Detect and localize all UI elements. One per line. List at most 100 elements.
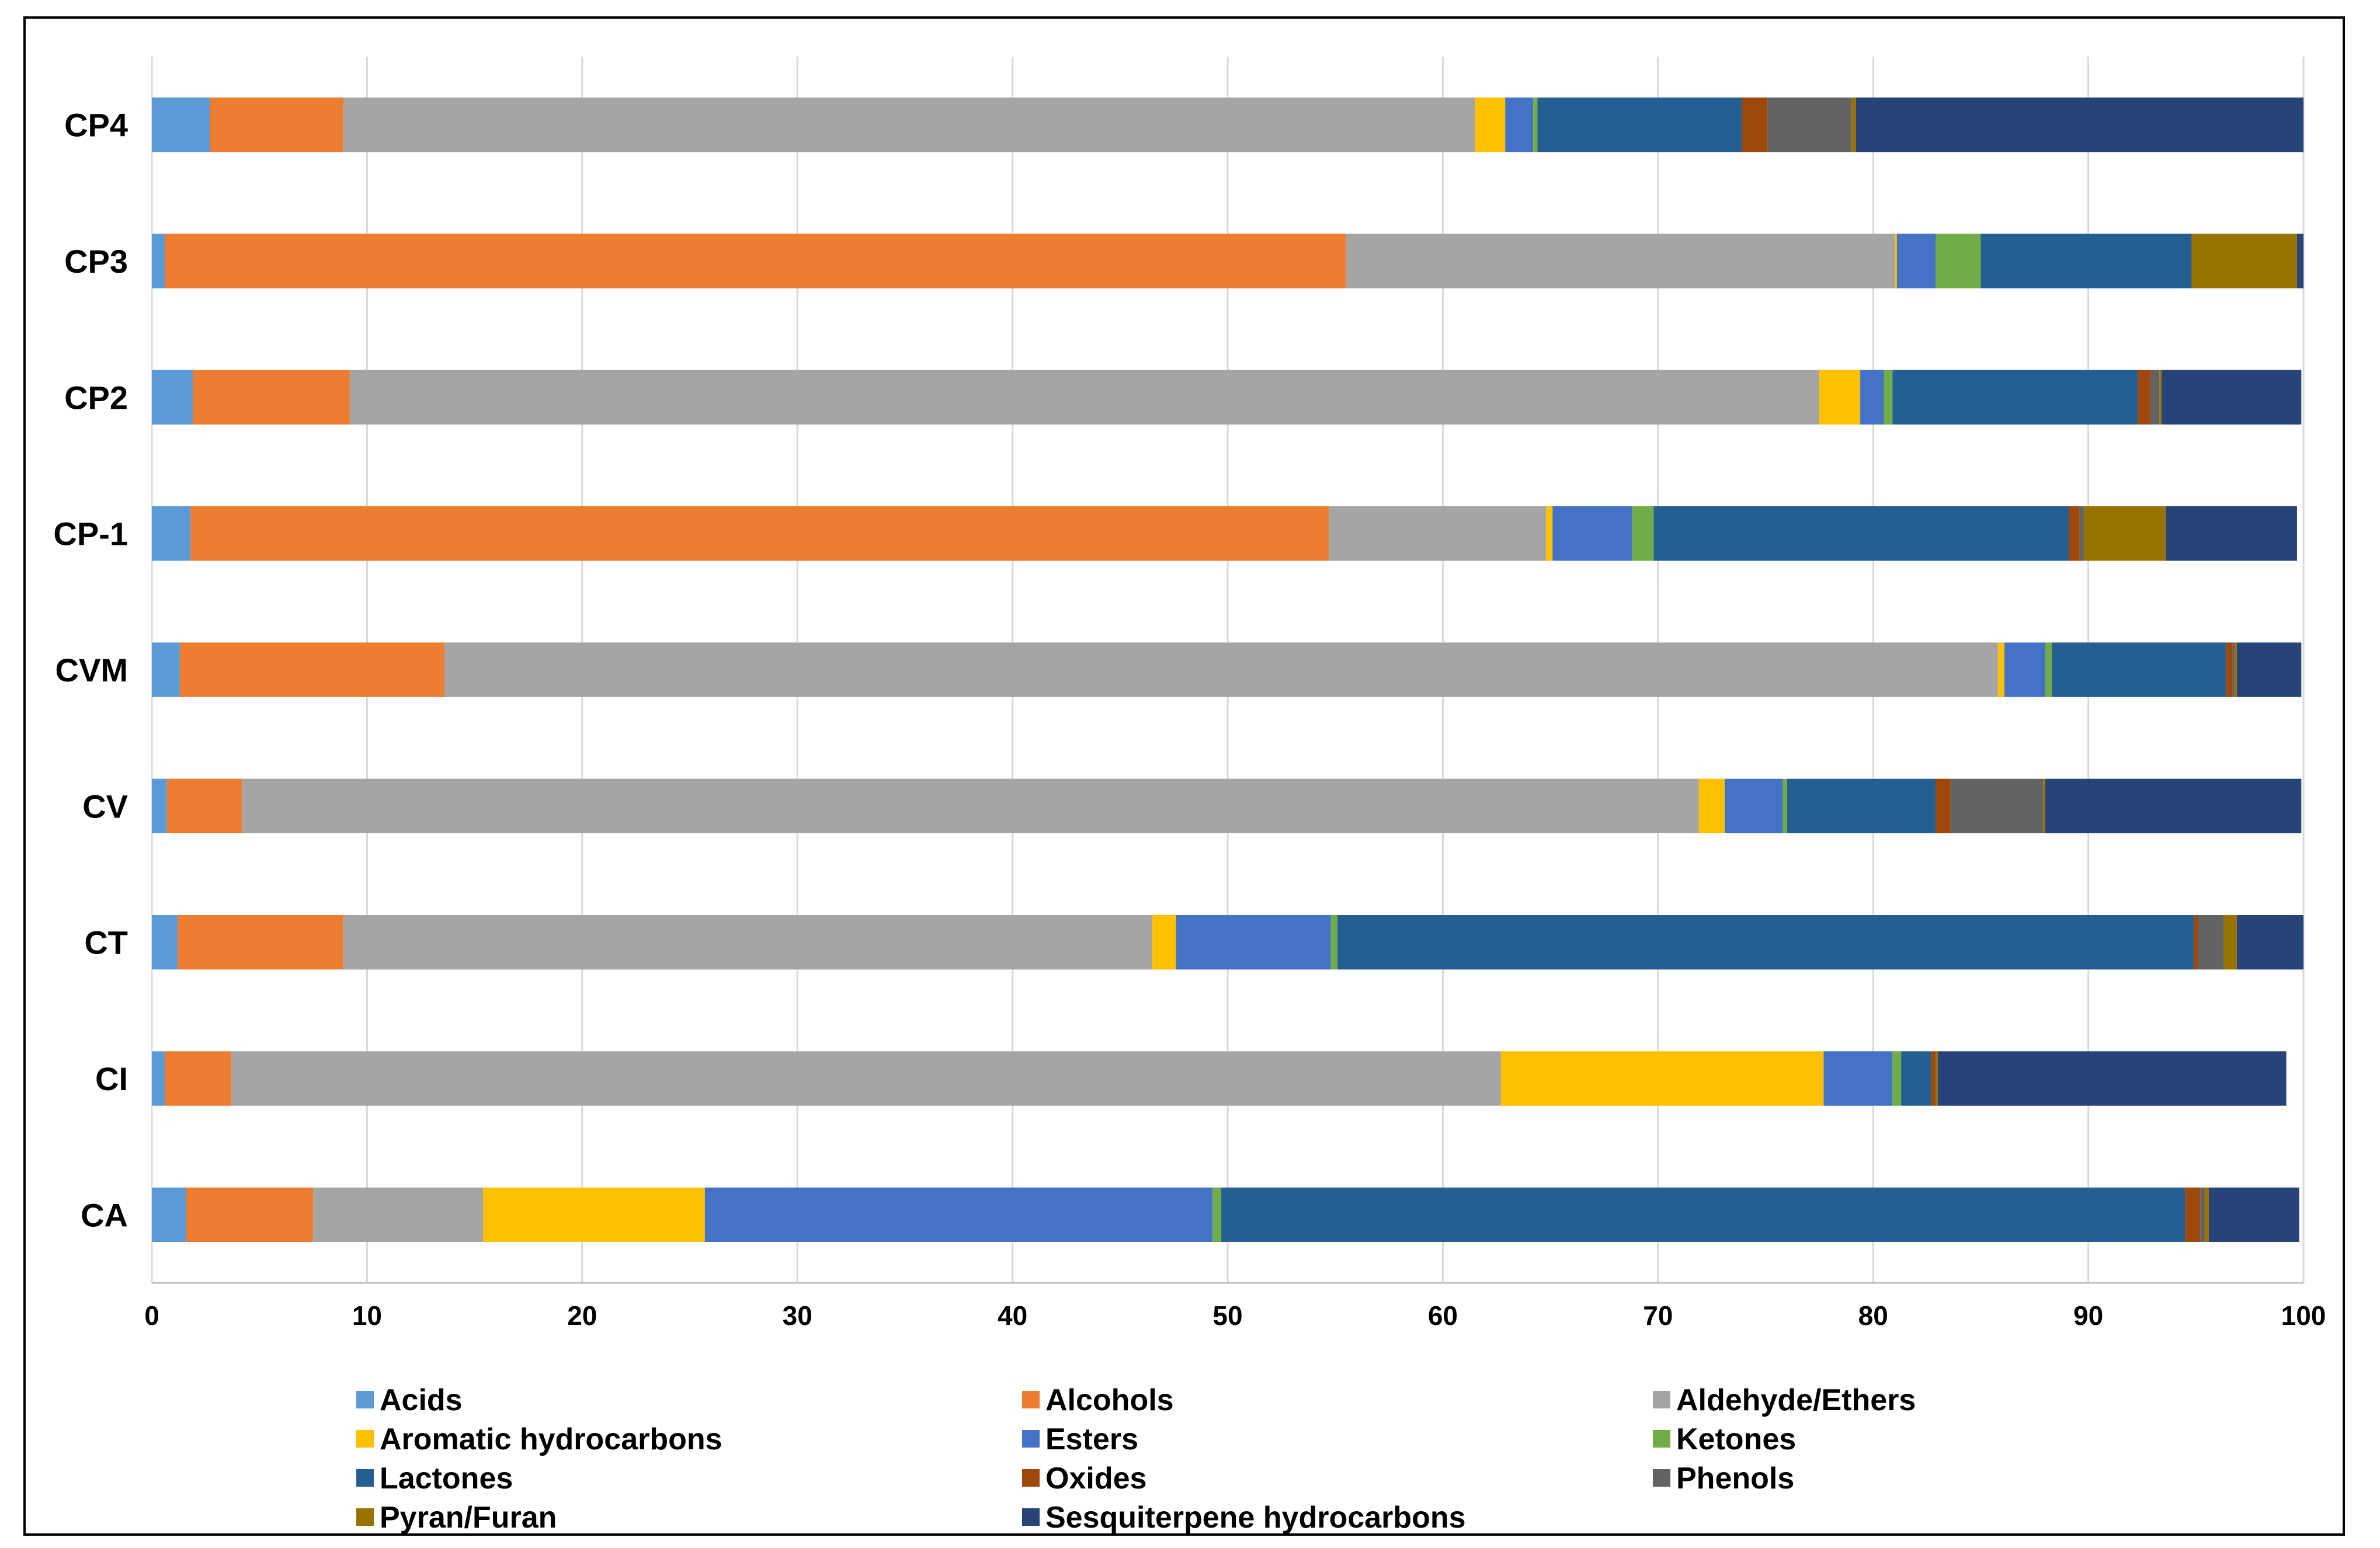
- bar-segment-cp3-sesquiterpene-hydrocarbons: [2296, 234, 2303, 288]
- bar-segment-cp2-acids: [152, 370, 193, 425]
- bar-segment-cp4-aldehyde-ethers: [343, 98, 1475, 152]
- bar-segment-ci-alcohols: [165, 1051, 232, 1106]
- legend-swatch-esters: [1022, 1430, 1040, 1448]
- bar-segment-cvm-oxides: [2226, 642, 2233, 697]
- bar-segment-ci-aromatic-hydrocarbons: [1500, 1051, 1824, 1106]
- bar-segment-cp-1-pyran-furan: [2084, 506, 2166, 561]
- legend-swatch-phenols: [1653, 1469, 1670, 1487]
- bar-segment-cp2-lactones: [1892, 370, 2138, 425]
- category-label-cp2: CP2: [64, 379, 128, 416]
- bar-segment-cp3-alcohols: [165, 234, 1346, 288]
- bar-segment-cp4-pyran-furan: [1851, 98, 1856, 152]
- bar-segment-cvm-phenols: [2232, 642, 2235, 697]
- bar-segment-ct-lactones: [1337, 915, 2194, 970]
- bar-segment-cp4-sesquiterpene-hydrocarbons: [1856, 98, 2303, 152]
- bar-segment-ct-acids: [152, 915, 178, 970]
- legend-label-aromatic-hydrocarbons: Aromatic hydrocarbons: [380, 1422, 722, 1456]
- bar-segment-cp3-acids: [152, 234, 165, 288]
- category-label-cv: CV: [82, 788, 128, 825]
- bar-segment-cp4-phenols: [1767, 98, 1852, 152]
- bar-segment-cp-1-esters: [1552, 506, 1632, 561]
- x-tick-label-80: 80: [1858, 1300, 1888, 1331]
- legend-swatch-acids: [356, 1391, 374, 1408]
- legend-label-phenols: Phenols: [1676, 1462, 1794, 1495]
- chart-frame: 0 10 20 30 40 50 60 70 80 90 100 CP4 CP3 CP2 CP-1 CVM CV…: [23, 16, 2345, 1536]
- bar-segment-cp4-lactones: [1537, 98, 1742, 152]
- bar-segment-ca-pyran-furan: [2204, 1187, 2209, 1242]
- bar-segment-cp2-pyran-furan: [2159, 370, 2162, 425]
- bar-segment-cvm-alcohols: [179, 642, 445, 697]
- bar-segment-cp-1-ketones: [1632, 506, 1654, 561]
- bar-segment-ct-pyran-furan: [2223, 915, 2237, 970]
- bar-segment-cvm-aromatic-hydrocarbons: [1997, 642, 2004, 697]
- legend-label-aldehyde-ethers: Aldehyde/Ethers: [1676, 1383, 1916, 1417]
- bar-segment-cv-aldehyde-ethers: [242, 778, 1699, 833]
- category-label-ca: CA: [81, 1196, 128, 1233]
- bar-segment-ci-lactones: [1901, 1051, 1931, 1106]
- bar-segment-cp4-oxides: [1742, 98, 1768, 152]
- bar-segment-cvm-ketones: [2045, 642, 2052, 697]
- x-tick-label-100: 100: [2281, 1300, 2326, 1331]
- bar-segment-cp2-phenols: [2150, 370, 2160, 425]
- bar-segment-cp-1-aromatic-hydrocarbons: [1546, 506, 1553, 561]
- bar-segment-cv-aromatic-hydrocarbons: [1698, 778, 1725, 833]
- bar-segment-ca-sesquiterpene-hydrocarbons: [2208, 1187, 2299, 1242]
- bar-segment-ci-sesquiterpene-hydrocarbons: [1937, 1051, 2287, 1106]
- bar-segment-cv-pyran-furan: [2043, 778, 2045, 833]
- bar-segment-cp-1-aldehyde-ethers: [1329, 506, 1547, 561]
- legend-label-alcohols: Alcohols: [1045, 1383, 1174, 1417]
- bar-segment-cp4-esters: [1505, 98, 1534, 152]
- bar-segment-cp3-ketones: [1936, 234, 1981, 288]
- bar-segment-cp-1-lactones: [1653, 506, 2069, 561]
- bar-segment-cp2-sesquiterpene-hydrocarbons: [2161, 370, 2302, 425]
- legend: Acids Alcohols Aldehyde/Ethers Aromatic hyd…: [356, 1383, 1916, 1533]
- bar-segment-ct-alcohols: [178, 915, 343, 970]
- legend-swatch-aromatic-hydrocarbons: [356, 1430, 374, 1448]
- legend-swatch-oxides: [1022, 1469, 1040, 1487]
- legend-label-lactones: Lactones: [380, 1462, 513, 1495]
- bar-segment-cvm-acids: [152, 642, 180, 697]
- category-label-ci: CI: [95, 1060, 128, 1097]
- bar-segment-cp-1-phenols: [2079, 506, 2084, 561]
- axes: 0 10 20 30 40 50 60 70 80 90 100 CP4 CP3 CP2 CP-1 CVM CV…: [53, 107, 2326, 1331]
- stacked-bar-chart: 0 10 20 30 40 50 60 70 80 90 100 CP4 CP3 CP2 CP-1 CVM CV…: [53, 57, 2326, 1533]
- x-tick-label-60: 60: [1428, 1300, 1458, 1331]
- x-tick-label-70: 70: [1643, 1300, 1673, 1331]
- bar-segment-cv-lactones: [1787, 778, 1936, 833]
- x-tick-label-40: 40: [998, 1300, 1027, 1331]
- bar-segment-cp2-aldehyde-ethers: [349, 370, 1820, 425]
- x-tick-label-90: 90: [2073, 1300, 2103, 1331]
- bar-segment-cp3-esters: [1896, 234, 1936, 288]
- bar-segment-ca-ketones: [1212, 1187, 1221, 1242]
- bar-segment-cp2-esters: [1860, 370, 1884, 425]
- legend-label-oxides: Oxides: [1045, 1462, 1146, 1495]
- bar-segment-cp3-aldehyde-ethers: [1346, 234, 1895, 288]
- bar-segment-ca-lactones: [1221, 1187, 2186, 1242]
- bar-segment-ct-aldehyde-ethers: [343, 915, 1153, 970]
- legend-label-esters: Esters: [1045, 1422, 1138, 1456]
- bar-segment-cv-alcohols: [166, 778, 242, 833]
- bar-segment-ca-alcohols: [186, 1187, 314, 1242]
- bar-segment-ca-esters: [704, 1187, 1213, 1242]
- bar-segment-cp4-aromatic-hydrocarbons: [1475, 98, 1506, 152]
- bar-segment-cv-esters: [1725, 778, 1783, 833]
- bar-segment-ci-pyran-furan: [1936, 1051, 1938, 1106]
- bar-segment-ca-acids: [152, 1187, 186, 1242]
- bar-segment-cv-oxides: [1936, 778, 1951, 833]
- bar-segment-cvm-esters: [2004, 642, 2045, 697]
- category-label-cp-1: CP-1: [53, 516, 128, 552]
- bar-segment-cv-ketones: [1783, 778, 1787, 833]
- legend-swatch-pyran-furan: [356, 1508, 374, 1526]
- bar-segment-cp2-oxides: [2138, 370, 2151, 425]
- bar-segment-ci-oxides: [1931, 1051, 1936, 1106]
- bar-segment-cp4-ketones: [1533, 98, 1538, 152]
- legend-swatch-aldehyde-ethers: [1653, 1391, 1670, 1408]
- category-label-ct: CT: [84, 924, 128, 961]
- legend-label-pyran-furan: Pyran/Furan: [380, 1501, 557, 1533]
- x-tick-label-30: 30: [783, 1300, 812, 1331]
- bar-segment-cp4-alcohols: [210, 98, 343, 152]
- bar-segment-cp2-ketones: [1884, 370, 1893, 425]
- bar-segment-ct-oxides: [2194, 915, 2198, 970]
- bar-segment-ct-ketones: [1330, 915, 1337, 970]
- category-label-cvm: CVM: [55, 652, 128, 688]
